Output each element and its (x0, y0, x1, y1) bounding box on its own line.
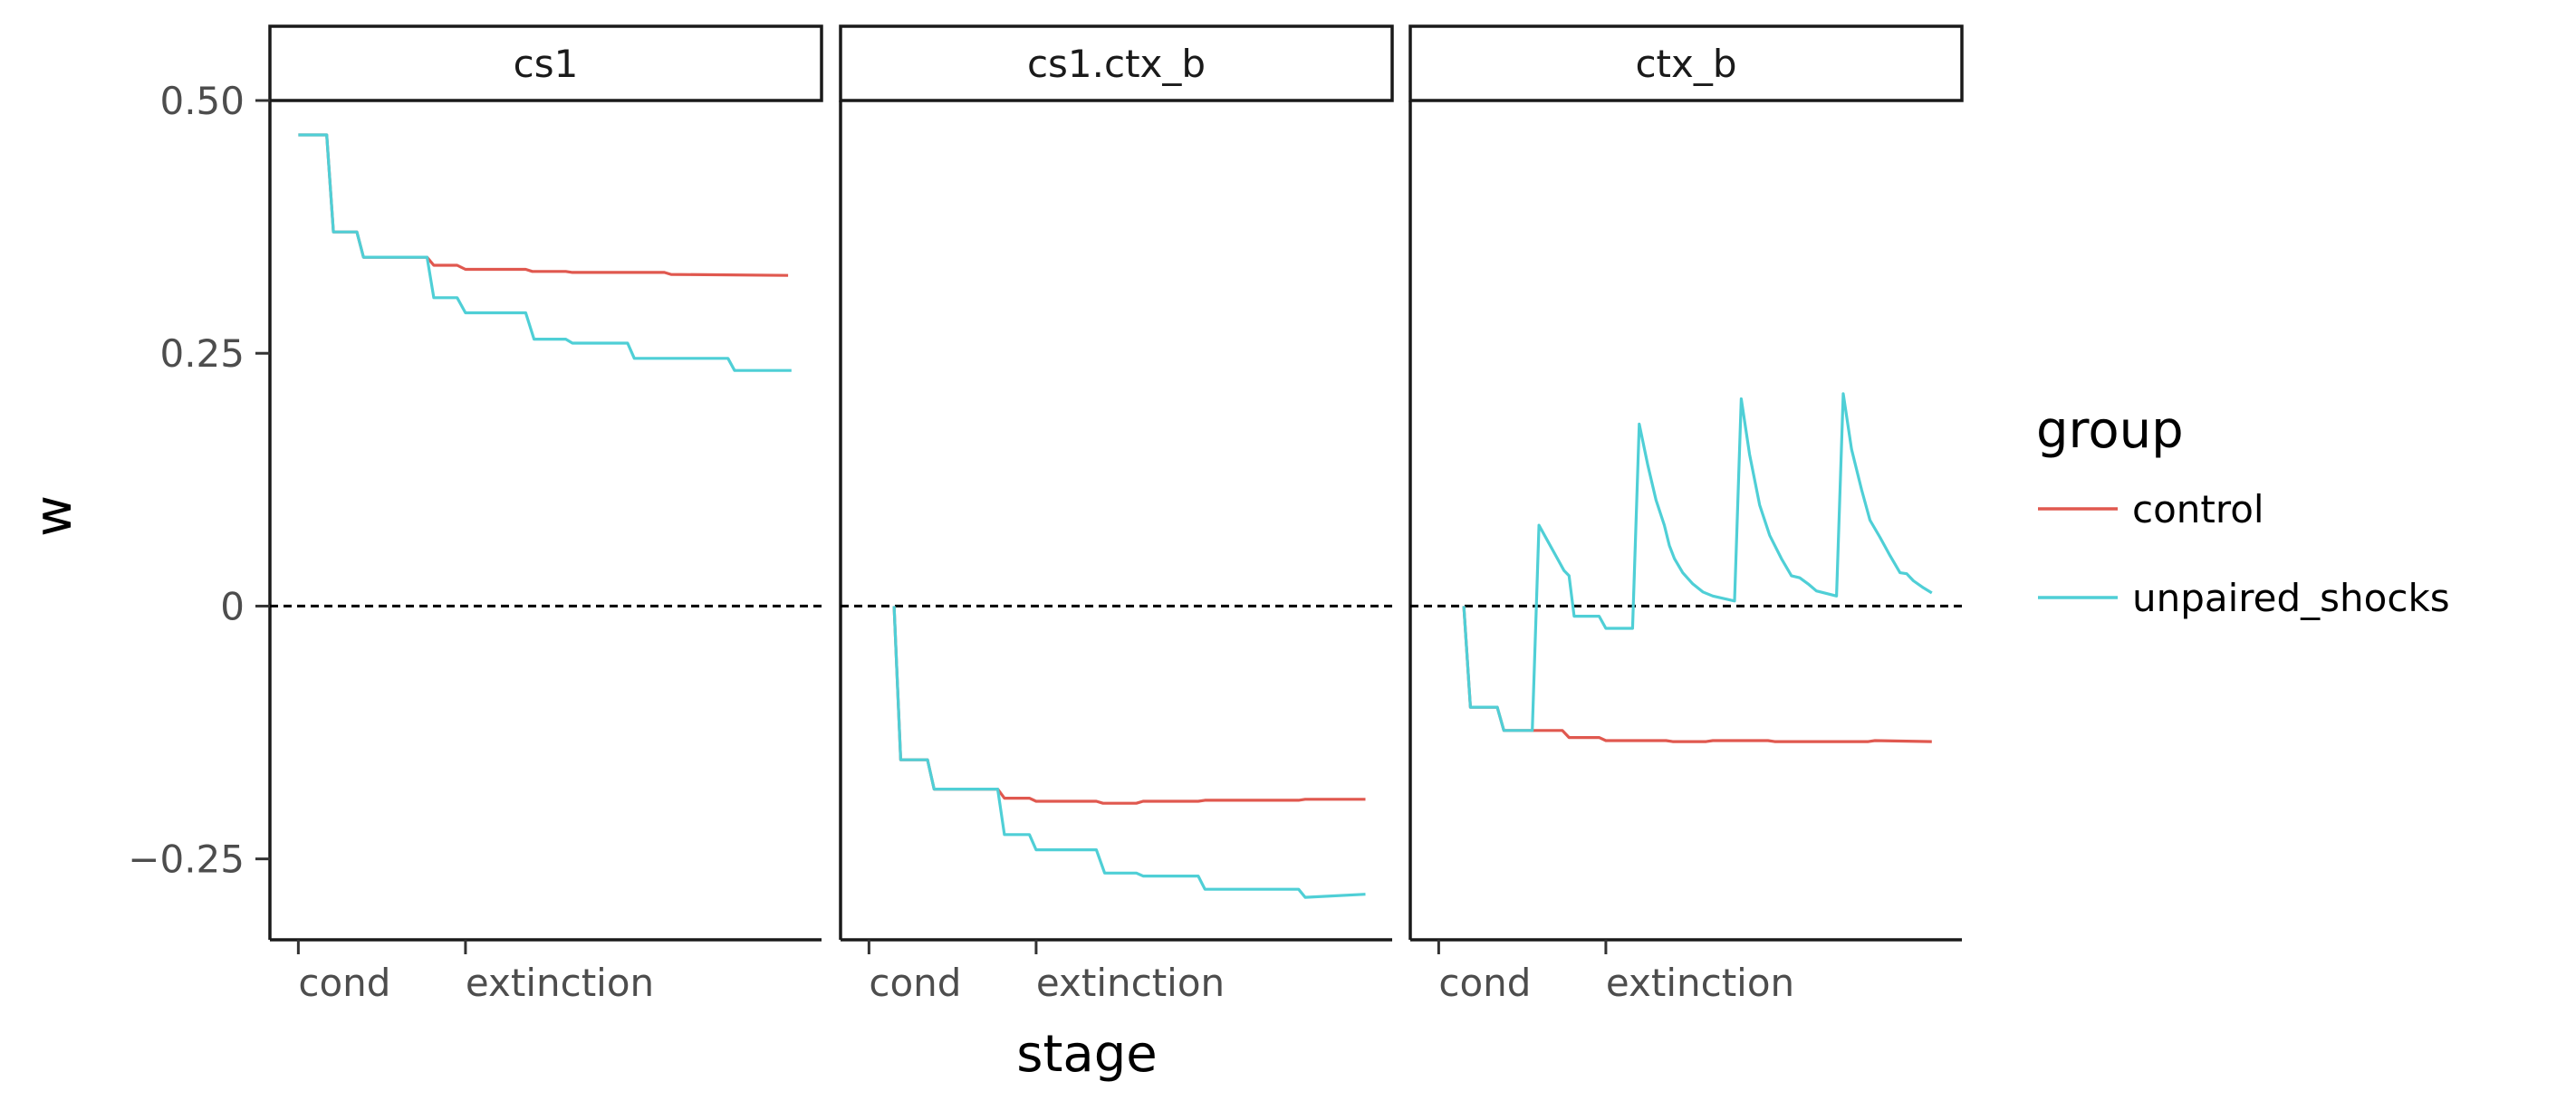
facet-strip (839, 24, 1394, 102)
y-axis: 0.50 0.25 0 −0.25 (128, 79, 270, 882)
x-axis-title: stage (1016, 1025, 1157, 1084)
y-tick-label: 0 (220, 584, 245, 628)
legend-label-control: control (2132, 487, 2264, 531)
legend-label-unpaired-shocks: unpaired_shocks (2132, 576, 2450, 620)
y-tick-label: 0.50 (159, 79, 245, 123)
facet-strip (268, 24, 823, 102)
x-tick-label: extinction (466, 961, 654, 1005)
legend: group control unpaired_shocks (2036, 401, 2450, 620)
x-tick-label: extinction (1606, 961, 1794, 1005)
y-tick-label: 0.25 (159, 331, 245, 376)
facet-strip-label: cs1.ctx_b (1027, 42, 1206, 86)
x-tick-label: cond (1438, 961, 1531, 1005)
series-line-unpaired-shocks (1462, 392, 1933, 732)
x-tick-label: cond (869, 961, 961, 1005)
y-tick-label: −0.25 (128, 837, 245, 882)
y-axis-title: w (24, 495, 83, 537)
legend-title: group (2036, 401, 2184, 460)
facet-strip-label: cs1 (514, 42, 579, 86)
panel-cs1: cs1 cond extinction (268, 24, 823, 1005)
series-line-unpaired-shocks (892, 606, 1366, 899)
facet-strip-label: ctx_b (1635, 42, 1736, 86)
x-tick-label: extinction (1036, 961, 1225, 1005)
x-tick-label: cond (298, 961, 390, 1005)
facet-strip (1408, 24, 1964, 102)
series-line-unpaired-shocks (298, 133, 792, 372)
